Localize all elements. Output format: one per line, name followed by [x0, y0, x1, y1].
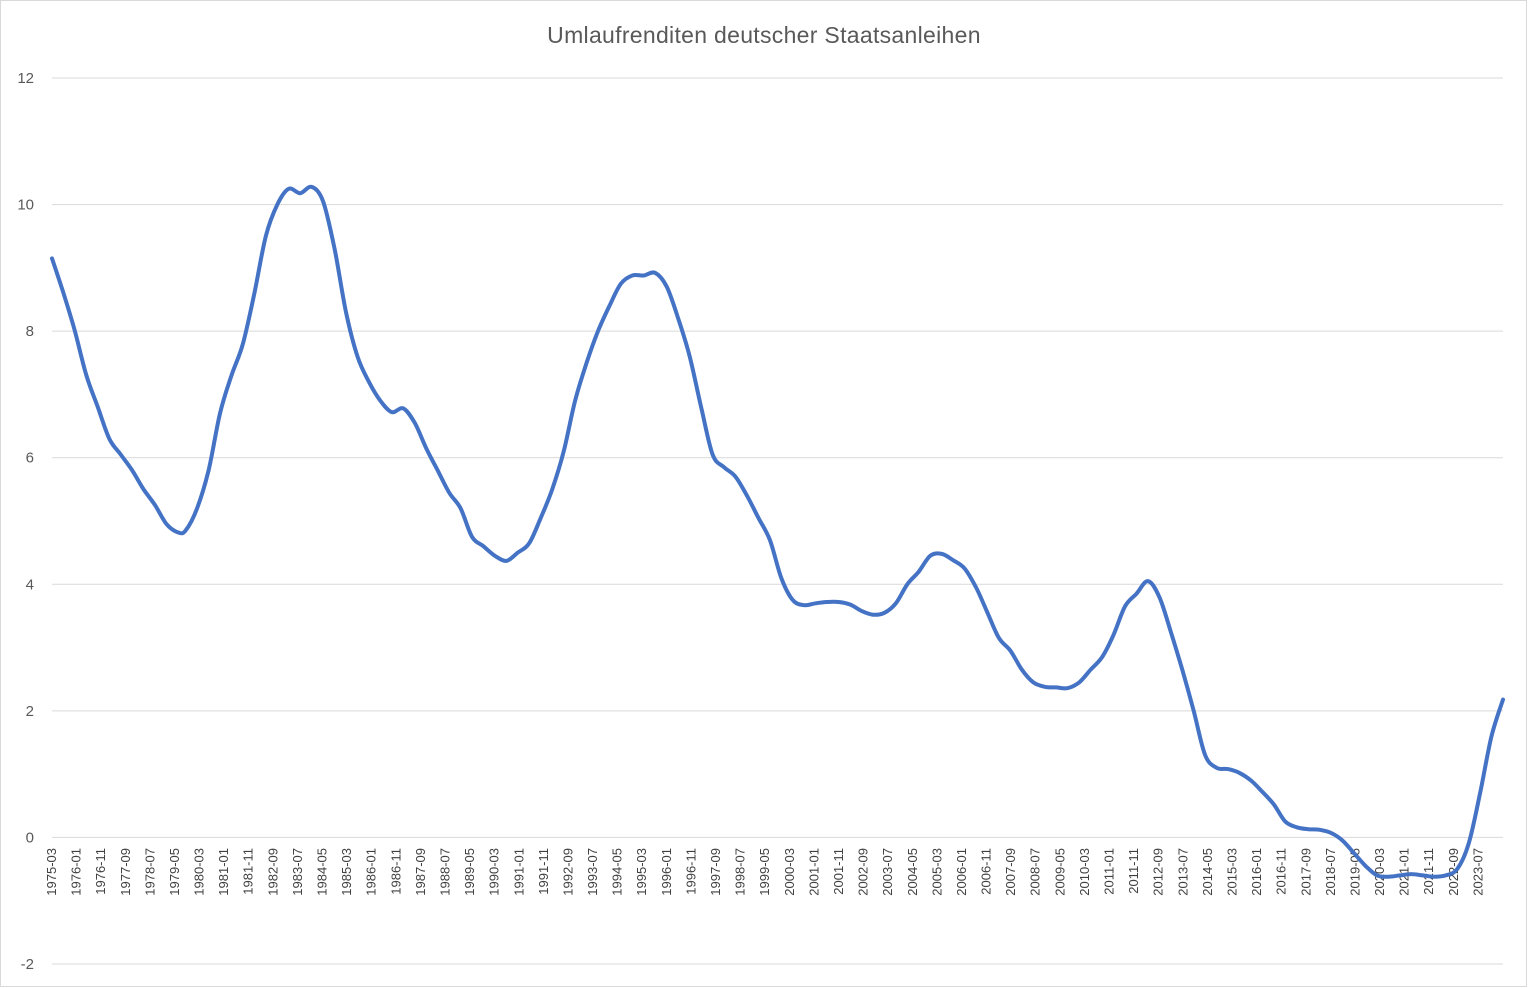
x-tick-label: 1985-03	[339, 848, 354, 896]
chart-title: Umlaufrenditen deutscher Staatsanleihen	[547, 22, 981, 48]
x-tick-label: 1990-03	[487, 848, 502, 896]
x-tick-label: 2011-01	[1102, 848, 1117, 895]
x-tick-label: 2021-11	[1421, 848, 1436, 895]
x-tick-label: 2001-11	[831, 848, 846, 895]
x-tick-label: 2013-07	[1175, 848, 1190, 896]
x-tick-label: 2014-05	[1200, 848, 1215, 896]
x-tick-label: 2021-01	[1397, 848, 1412, 896]
x-tick-label: 2006-01	[954, 848, 969, 896]
x-tick-label: 1975-03	[44, 848, 59, 896]
x-tick-label: 2018-07	[1323, 848, 1338, 896]
x-tick-label: 2006-11	[979, 848, 994, 895]
x-tick-label: 1976-01	[69, 848, 84, 896]
x-tick-label: 2016-11	[1274, 848, 1289, 895]
gridlines	[52, 77, 1503, 965]
x-tick-label: 2000-03	[782, 848, 797, 896]
x-tick-label: 1993-07	[585, 848, 600, 896]
y-tick-label: 6	[26, 450, 34, 467]
x-tick-label: 2012-09	[1151, 848, 1166, 896]
x-tick-label: 2009-05	[1052, 848, 1067, 896]
x-tick-label: 1981-11	[241, 848, 256, 895]
x-tick-label: 1998-07	[733, 848, 748, 896]
y-axis: -2 0 2 4 6 8 10 12	[17, 70, 34, 973]
x-tick-label: 1987-09	[413, 848, 428, 896]
x-tick-label: 1984-05	[315, 848, 330, 896]
x-tick-label: 1995-03	[634, 848, 649, 896]
x-tick-label: 2016-01	[1249, 848, 1264, 896]
x-tick-label: 2002-09	[856, 848, 871, 896]
x-tick-label: 2005-03	[929, 848, 944, 896]
x-tick-label: 2023-07	[1470, 848, 1485, 896]
y-tick-label: 10	[17, 197, 34, 214]
x-tick-label: 1986-11	[388, 848, 403, 895]
x-tick-label: 1992-09	[560, 848, 575, 896]
x-tick-label: 1981-01	[216, 848, 231, 896]
x-tick-label: 1978-07	[142, 848, 157, 896]
x-tick-label: 1982-09	[265, 848, 280, 896]
x-tick-label: 1999-05	[757, 848, 772, 896]
x-tick-label: 1989-05	[462, 848, 477, 896]
x-tick-label: 1980-03	[192, 848, 207, 896]
y-tick-label: -2	[21, 956, 34, 973]
y-tick-label: 4	[26, 576, 34, 593]
x-tick-label: 1986-01	[364, 848, 379, 896]
x-tick-label: 2015-03	[1224, 848, 1239, 896]
x-tick-label: 2011-11	[1126, 848, 1141, 894]
x-tick-label: 2001-01	[806, 848, 821, 896]
x-tick-label: 2007-09	[1003, 848, 1018, 896]
x-tick-label: 1976-11	[93, 848, 108, 895]
x-tick-label: 1979-05	[167, 848, 182, 896]
x-tick-label: 1991-11	[536, 848, 551, 895]
x-tick-label: 2004-05	[905, 848, 920, 896]
x-tick-label: 1996-11	[683, 848, 698, 895]
x-tick-label: 1997-09	[708, 848, 723, 896]
x-tick-label: 2003-07	[880, 848, 895, 896]
x-axis: 1975-03 1976-01 1976-11 1977-09 1978-07 1979-…	[44, 848, 1485, 896]
x-tick-label: 2010-03	[1077, 848, 1092, 896]
x-tick-label: 1996-01	[659, 848, 674, 896]
x-tick-label: 2017-09	[1298, 848, 1313, 896]
x-tick-label: 2020-03	[1372, 848, 1387, 896]
x-tick-label: 1988-07	[437, 848, 452, 896]
y-tick-label: 12	[17, 70, 34, 87]
x-tick-label: 2008-07	[1028, 848, 1043, 896]
x-tick-label: 1991-01	[511, 848, 526, 896]
y-tick-label: 2	[26, 703, 34, 720]
x-tick-label: 1994-05	[610, 848, 625, 896]
y-tick-label: 8	[26, 323, 34, 340]
x-tick-label: 1977-09	[118, 848, 133, 896]
y-tick-label: 0	[26, 829, 34, 846]
series-layer	[50, 184, 1505, 879]
x-tick-label: 1983-07	[290, 848, 305, 896]
series-line	[50, 184, 1505, 879]
